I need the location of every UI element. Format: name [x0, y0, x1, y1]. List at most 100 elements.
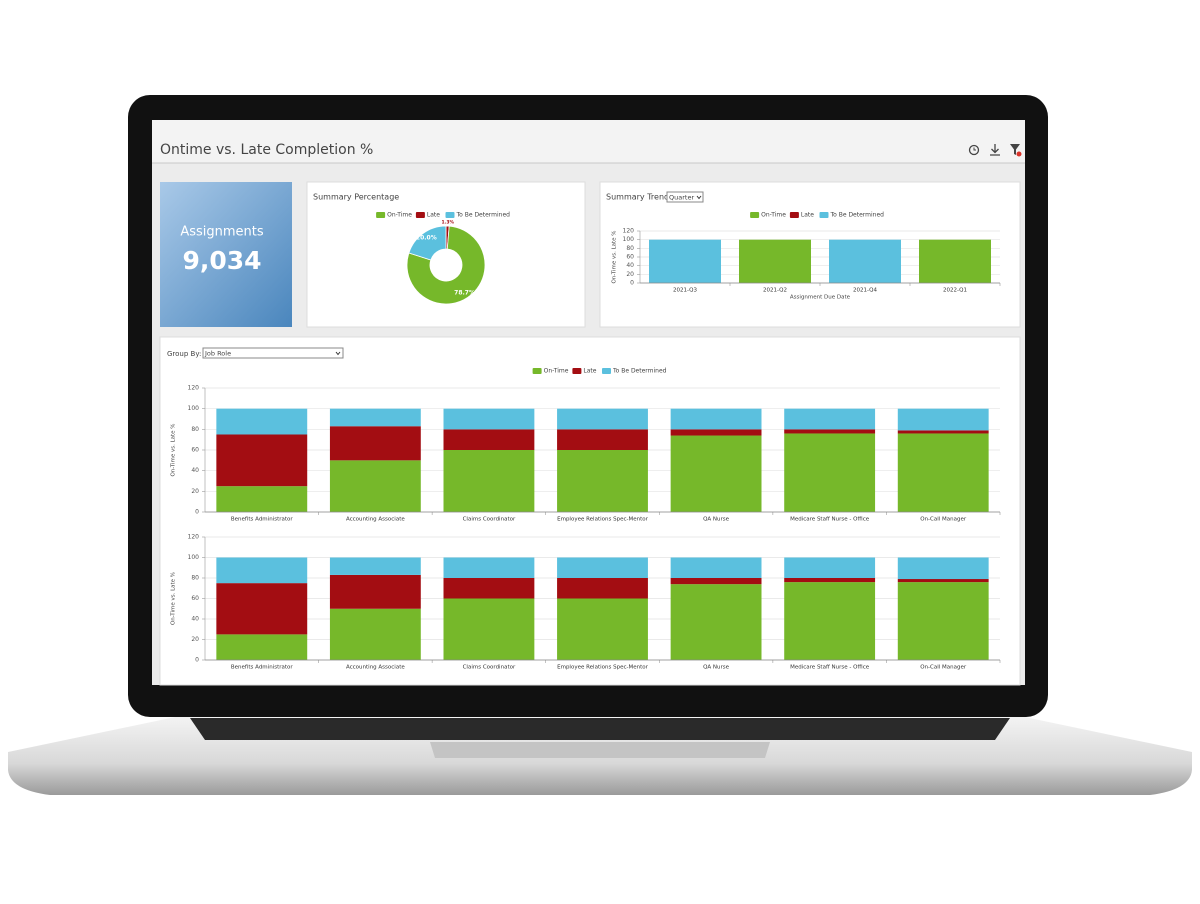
bar-segment: [329, 608, 421, 660]
bar-segment: [216, 486, 308, 512]
legend-label: Late: [583, 368, 596, 375]
legend-label: To Be Determined: [612, 368, 667, 375]
x-tick-label: Employee Relations Spec-Mentor: [557, 665, 649, 671]
group-by-label: Group By:: [167, 350, 201, 358]
y-tick-label: 20: [191, 488, 199, 495]
bar-segment: [557, 578, 648, 599]
x-tick-label: 2021-Q2: [763, 288, 787, 294]
download-icon[interactable]: [990, 144, 1000, 156]
y-tick-label: 0: [195, 657, 199, 664]
bar-segment: [784, 433, 876, 512]
x-tick-label: Employee Relations Spec-Mentor: [557, 517, 649, 523]
trackpad-notch: [430, 742, 770, 758]
filter-icon[interactable]: [1010, 144, 1022, 157]
y-tick-label: 40: [191, 467, 199, 474]
bar-segment: [649, 239, 721, 283]
bar-segment: [897, 582, 989, 660]
slice-label: 78.7%: [454, 289, 475, 296]
legend-label: To Be Determined: [830, 212, 885, 219]
legend-swatch: [445, 212, 455, 218]
y-tick-label: 60: [191, 595, 199, 602]
y-tick-label: 120: [188, 385, 200, 392]
group-by-value[interactable]: Job Role: [204, 350, 231, 358]
bar-segment: [784, 578, 876, 583]
bar-segment: [784, 429, 876, 434]
y-tick-label: 0: [630, 280, 634, 287]
bar-segment: [443, 450, 535, 512]
legend-swatch: [789, 212, 799, 218]
bar-segment: [897, 557, 989, 580]
bar-segment: [216, 634, 308, 660]
bar-segment: [784, 582, 876, 660]
y-tick-label: 40: [626, 262, 634, 269]
header-bar: [152, 120, 1025, 163]
bar-segment: [557, 598, 648, 660]
select-arrow: [696, 195, 702, 200]
bar-segment: [329, 574, 421, 609]
bar-segment: [919, 239, 991, 283]
bar-segment: [557, 450, 648, 512]
x-tick-label: Benefits Administrator: [231, 517, 293, 523]
legend-swatch: [532, 368, 542, 374]
bar-segment: [670, 429, 762, 436]
bar-segment: [216, 583, 308, 635]
legend-swatch: [572, 368, 582, 374]
bar-segment: [557, 429, 648, 450]
bar-segment: [670, 578, 762, 585]
bar-segment: [670, 584, 762, 660]
bar-segment: [670, 408, 762, 430]
bar-segment: [216, 408, 308, 435]
period-select[interactable]: [666, 191, 704, 203]
history-icon[interactable]: [968, 144, 980, 156]
summary-percentage-panel: [306, 181, 586, 328]
legend-swatch: [819, 212, 829, 218]
kpi-value: 9,034: [182, 246, 261, 275]
bar-segment: [739, 239, 811, 283]
group-by-select[interactable]: [202, 347, 344, 359]
bar-segment: [443, 578, 535, 599]
legend-label: On-Time: [761, 212, 786, 219]
slice-label: 1.3%: [442, 220, 455, 226]
bar-segment: [443, 557, 535, 578]
y-tick-label: 40: [191, 616, 199, 623]
legend-label: To Be Determined: [456, 212, 511, 219]
bar-segment: [216, 434, 308, 487]
bar-segment: [784, 408, 876, 430]
bar-segment: [897, 430, 989, 434]
legend-label: Late: [427, 212, 440, 219]
legend-swatch: [750, 212, 760, 218]
x-tick-label: Claims Coordinator: [463, 665, 516, 671]
y-axis-title: On-Time vs. Late %: [171, 572, 177, 625]
kpi-tile: [160, 182, 292, 327]
y-tick-label: 60: [626, 254, 634, 261]
pie-slice: [406, 225, 486, 305]
x-tick-label: 2021-Q4: [853, 288, 878, 294]
x-tick-label: Medicare Staff Nurse - Office: [790, 517, 870, 523]
panel-title: Summary Percentage: [313, 193, 399, 202]
x-tick-label: QA Nurse: [703, 665, 730, 671]
bar-segment: [329, 408, 421, 427]
page-title: Ontime vs. Late Completion %: [160, 142, 373, 158]
y-tick-label: 0: [195, 509, 199, 516]
x-tick-label: Accounting Associate: [346, 517, 405, 523]
pie-slice: [408, 225, 447, 261]
keyboard-hinge: [190, 718, 1010, 740]
y-tick-label: 100: [188, 405, 200, 412]
slice-label: 20.0%: [416, 234, 437, 241]
x-tick-label: Accounting Associate: [346, 665, 405, 671]
y-tick-label: 100: [623, 236, 635, 243]
bar-segment: [329, 460, 421, 512]
bar-segment: [329, 426, 421, 461]
legend-label: On-Time: [387, 212, 412, 219]
y-tick-label: 20: [626, 271, 634, 278]
legend-swatch: [415, 212, 425, 218]
bar-segment: [443, 598, 535, 660]
period-select-value[interactable]: Quarter: [669, 194, 694, 202]
panel-title: Summary Trend: [606, 193, 669, 202]
x-tick-label: On-Call Manager: [920, 665, 967, 671]
y-tick-label: 120: [623, 228, 635, 235]
y-tick-label: 80: [191, 575, 199, 582]
y-tick-label: 60: [191, 447, 199, 454]
bar-segment: [670, 557, 762, 578]
